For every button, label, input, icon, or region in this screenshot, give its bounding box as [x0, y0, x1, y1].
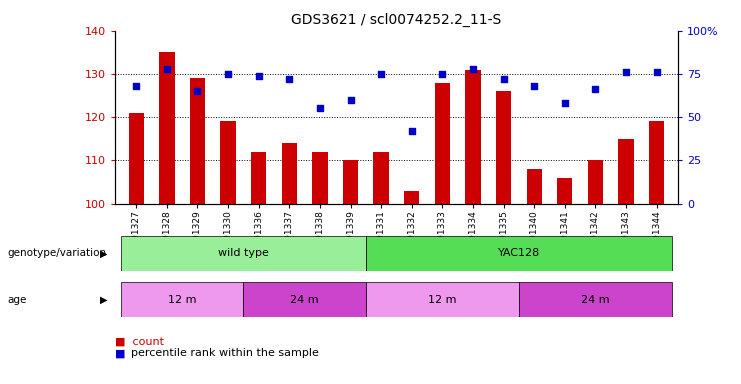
Bar	[404, 190, 419, 204]
Bar	[121, 282, 243, 317]
Point	[375, 71, 387, 77]
Point	[283, 76, 295, 82]
Point	[314, 106, 326, 112]
Bar	[373, 152, 389, 204]
Point	[620, 69, 632, 75]
Point	[130, 83, 142, 89]
Point	[559, 100, 571, 106]
Point	[528, 83, 540, 89]
Point	[222, 71, 234, 77]
Point	[467, 66, 479, 72]
Bar	[121, 236, 366, 271]
Bar	[527, 169, 542, 204]
Text: ■  count: ■ count	[115, 337, 164, 347]
Bar	[519, 282, 672, 317]
Bar	[312, 152, 328, 204]
Point	[161, 66, 173, 72]
Text: 24 m: 24 m	[581, 295, 610, 305]
Bar	[190, 78, 205, 204]
Text: wild type: wild type	[218, 248, 269, 258]
Bar	[251, 152, 266, 204]
Bar	[649, 121, 664, 204]
Bar	[557, 177, 572, 204]
Bar	[282, 143, 297, 204]
Bar	[129, 113, 144, 204]
Bar	[159, 52, 175, 204]
Bar	[588, 161, 603, 204]
Bar	[465, 70, 481, 204]
Text: ▶: ▶	[100, 295, 107, 305]
Point	[406, 128, 418, 134]
Text: ■: ■	[115, 348, 125, 358]
Point	[192, 88, 204, 94]
Point	[436, 71, 448, 77]
Text: 12 m: 12 m	[168, 295, 196, 305]
Bar	[435, 83, 450, 204]
Text: percentile rank within the sample: percentile rank within the sample	[131, 348, 319, 358]
Point	[498, 76, 510, 82]
Text: ▶: ▶	[100, 248, 107, 258]
Bar	[221, 121, 236, 204]
Bar	[366, 236, 672, 271]
Point	[651, 69, 662, 75]
Point	[345, 97, 356, 103]
Bar	[618, 139, 634, 204]
Bar	[243, 282, 366, 317]
Point	[589, 86, 601, 93]
Title: GDS3621 / scl0074252.2_11-S: GDS3621 / scl0074252.2_11-S	[291, 13, 502, 27]
Bar	[343, 161, 358, 204]
Text: 12 m: 12 m	[428, 295, 456, 305]
Bar	[366, 282, 519, 317]
Text: genotype/variation: genotype/variation	[7, 248, 107, 258]
Text: 24 m: 24 m	[290, 295, 319, 305]
Text: YAC128: YAC128	[498, 248, 540, 258]
Point	[253, 73, 265, 79]
Bar	[496, 91, 511, 204]
Text: age: age	[7, 295, 27, 305]
